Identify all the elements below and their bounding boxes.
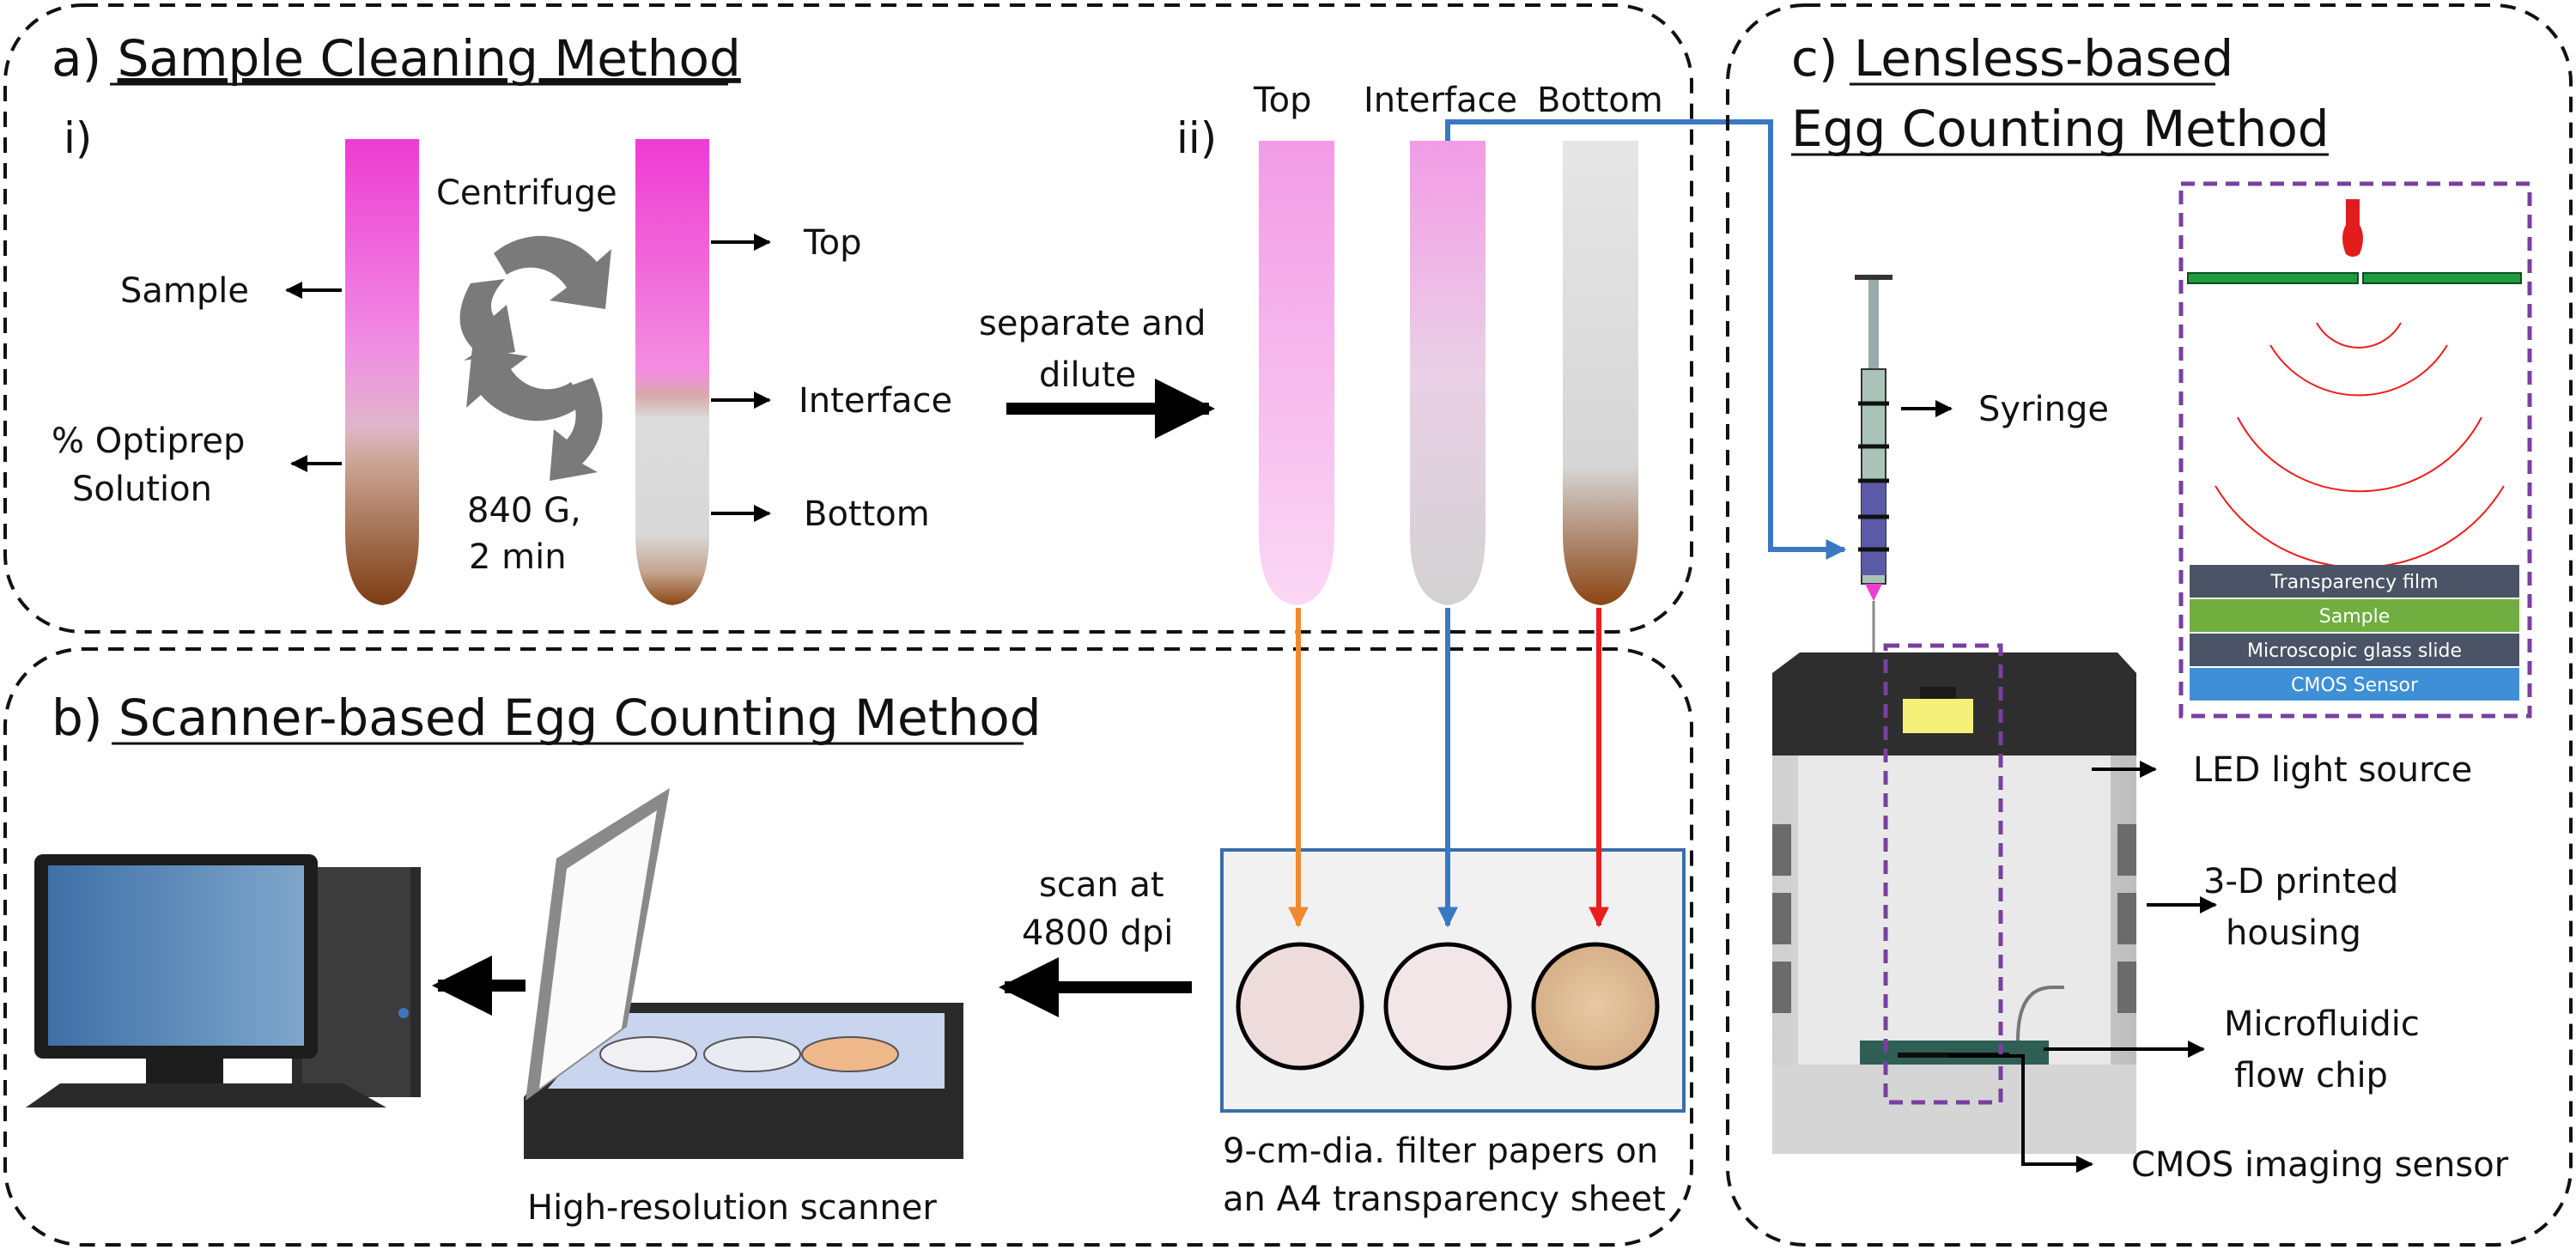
filter-line2: an A4 transparency sheet [1223, 1180, 1666, 1219]
layer-label-sample: Sample [2319, 606, 2391, 628]
layer-interface-label: Interface [799, 381, 952, 421]
chip-line2: flow chip [2234, 1056, 2388, 1095]
scanner-icon [524, 788, 963, 1159]
led-label: LED light source [2193, 750, 2472, 790]
layer-label-transparency: Transparency film [2269, 572, 2438, 593]
panel-c-title-line1: Lensless-based [1854, 29, 2233, 88]
layer-transparency [2190, 565, 2519, 598]
panel-a: a) Sample Cleaning Method i) ii) Sample … [3, 3, 1693, 634]
tube-top-label: Top [1253, 81, 1312, 120]
panel-a-prefix: a) [52, 29, 118, 88]
panel-b: b) Scanner-based Egg Counting Method Hig… [3, 647, 1693, 1247]
filter-line1: 9-cm-dia. filter papers on [1223, 1132, 1658, 1171]
svg-text:c) Lensless-based: c) Lensless-based [1791, 29, 2233, 88]
layer-label-glass: Microscopic glass slide [2247, 640, 2462, 662]
lensless-detail-inset: Transparency film Sample Microscopic gla… [2178, 181, 2532, 719]
panel-c-border [1726, 3, 2573, 1247]
computer-icon [26, 854, 421, 1107]
step-i-label: i) [64, 113, 92, 163]
layer-cmos [2190, 668, 2519, 701]
step-ii-label: ii) [1176, 113, 1217, 163]
filter-paper-interface [1383, 942, 1512, 1071]
layer-label-cmos: CMOS Sensor [2291, 675, 2419, 696]
scanner-label: High-resolution scanner [527, 1188, 937, 1228]
optiprep-line1: % Optiprep [52, 422, 245, 461]
layer-top-label: Top [803, 223, 862, 263]
svg-text:a) Sample Cleaning Method: a) Sample Cleaning Method [52, 29, 741, 88]
tube-before-centrifuge [345, 139, 419, 605]
layer-glass [2190, 634, 2519, 666]
separate-line1: separate and [979, 304, 1206, 343]
lensless-housing [1772, 652, 2136, 1154]
centrifuge-label: Centrifuge [436, 173, 617, 213]
centrifuge-icon [459, 235, 611, 481]
tube-after-centrifuge [635, 139, 709, 605]
cmos-label: CMOS imaging sensor [2131, 1145, 2509, 1185]
scan-line2: 4800 dpi [1022, 913, 1173, 953]
sample-label: Sample [120, 271, 249, 311]
detail-highlight-box [1883, 643, 2003, 1105]
speed-line2: 2 min [469, 537, 567, 577]
panel-c-prefix: c) [1791, 29, 1854, 88]
housing-line1: 3-D printed [2203, 862, 2398, 901]
filter-paper-bottom [1531, 942, 1660, 1071]
svg-text:b) Scanner-based Egg Counting: b) Scanner-based Egg Counting Method [52, 689, 1042, 747]
layer-sample [2190, 599, 2519, 632]
tube-interface-fraction [1410, 141, 1485, 605]
speed-line1: 840 G, [467, 491, 581, 531]
tube-top-fraction [1259, 141, 1334, 605]
panel-b-prefix: b) [52, 689, 118, 747]
scan-line1: scan at [1039, 865, 1164, 905]
tube-bottom-label: Bottom [1537, 81, 1663, 120]
optiprep-line2: Solution [72, 470, 212, 509]
panel-a-title: Sample Cleaning Method [118, 29, 741, 88]
arrow-interface-to-syringe [1445, 119, 1847, 560]
syringe-label: Syringe [1978, 390, 2109, 429]
housing-line2: housing [2226, 913, 2361, 953]
layer-bottom-label: Bottom [804, 495, 930, 534]
separate-line2: dilute [1039, 355, 1136, 395]
syringe-icon [1855, 275, 1893, 713]
panel-c: c) Lensless-based Egg Counting Method Sy… [1726, 3, 2573, 1247]
tube-interface-label: Interface [1364, 81, 1517, 120]
panel-c-title-line2: Egg Counting Method [1791, 100, 2330, 158]
tube-bottom-fraction [1563, 141, 1638, 605]
filter-paper-top [1236, 942, 1364, 1071]
chip-line1: Microfluidic [2224, 1004, 2420, 1044]
panel-a-border [3, 3, 1693, 634]
panel-b-title: Scanner-based Egg Counting Method [118, 689, 1042, 747]
